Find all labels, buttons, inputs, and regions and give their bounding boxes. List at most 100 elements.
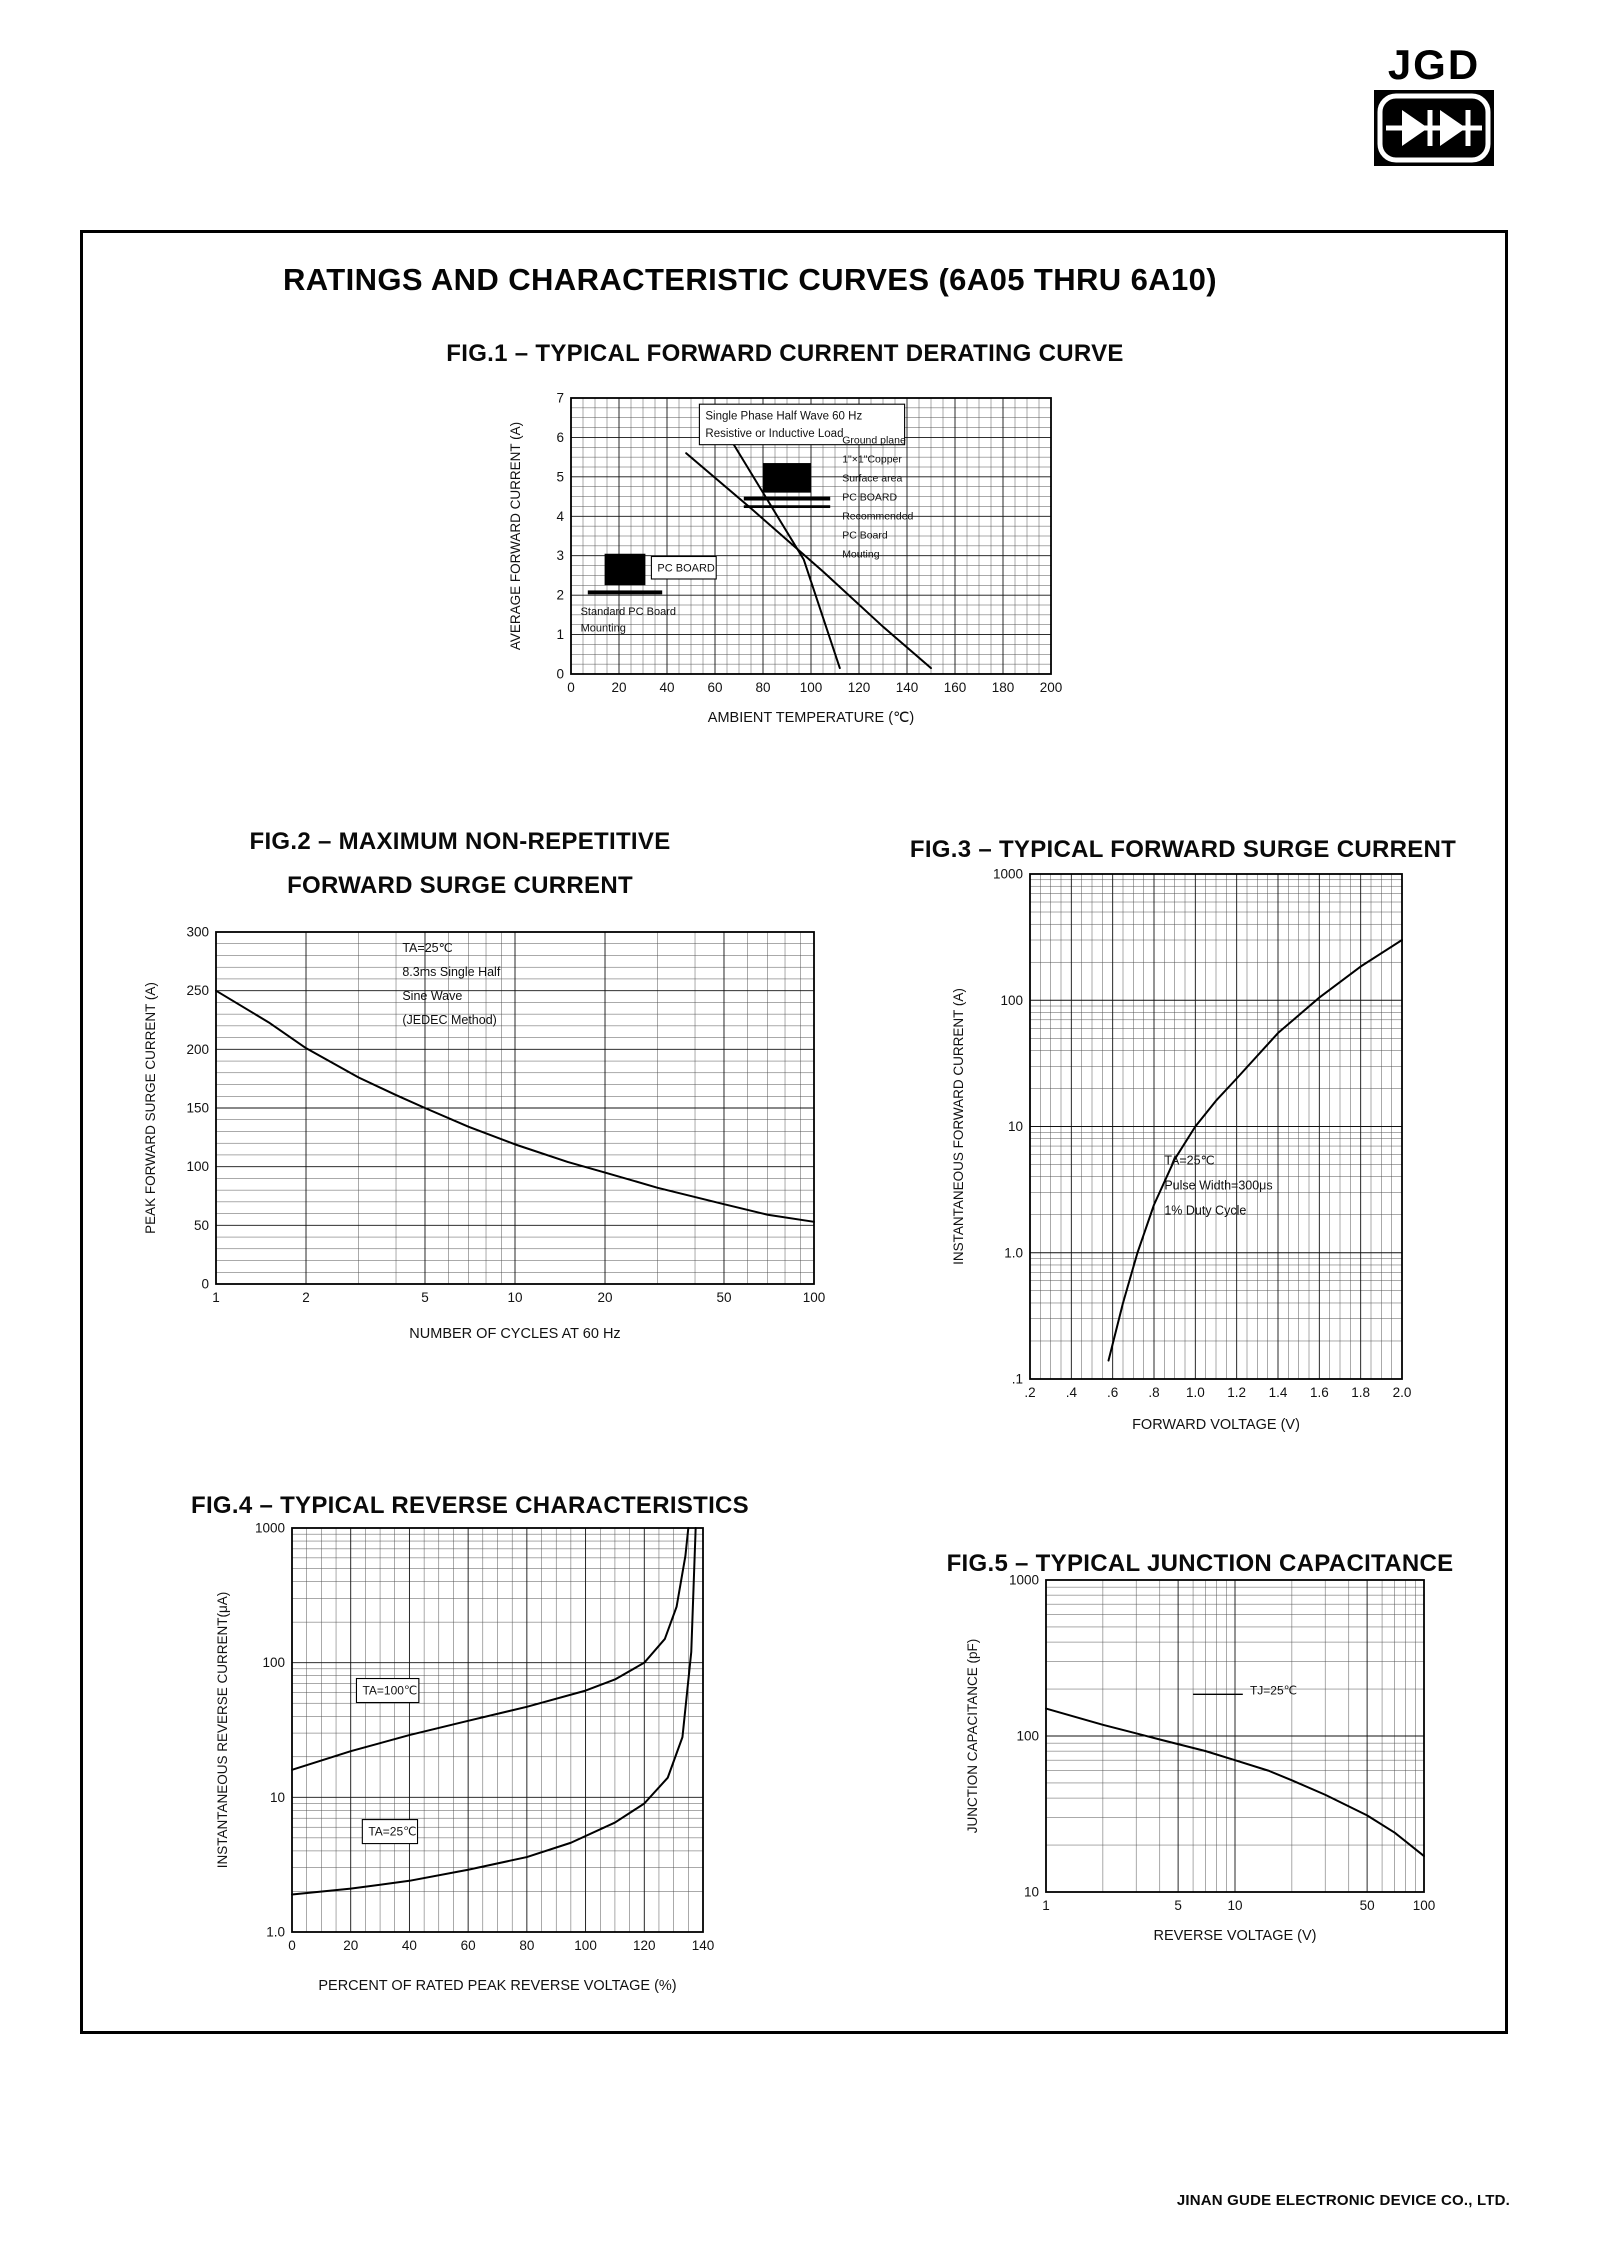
svg-text:INSTANTANEOUS FORWARD CURRENT: INSTANTANEOUS FORWARD CURRENT (A): [951, 988, 966, 1265]
svg-text:1.0: 1.0: [1004, 1245, 1023, 1260]
svg-text:10: 10: [1024, 1885, 1039, 1900]
svg-text:140: 140: [692, 1938, 715, 1953]
svg-text:TA=25℃: TA=25℃: [368, 1825, 416, 1839]
svg-text:PC BOARD: PC BOARD: [842, 491, 897, 503]
svg-text:Mounting: Mounting: [581, 622, 626, 634]
svg-text:5: 5: [556, 469, 564, 484]
svg-text:PC Board: PC Board: [842, 529, 888, 541]
svg-text:1: 1: [212, 1290, 220, 1305]
svg-text:TA=25℃: TA=25℃: [1164, 1154, 1214, 1168]
fig3-caption: FIG.3 – TYPICAL FORWARD SURGE CURRENT: [909, 836, 1457, 863]
fig5-caption: FIG.5 – TYPICAL JUNCTION CAPACITANCE: [946, 1550, 1454, 1577]
svg-text:4: 4: [556, 509, 564, 524]
svg-text:2.0: 2.0: [1393, 1385, 1412, 1400]
fig5-chart: 1 5 10 50 100 10 100 1000 REVERSE VOLTAGE (V) JUN…: [962, 1568, 1442, 1953]
svg-text:100: 100: [186, 1159, 209, 1174]
svg-text:INSTANTANEOUS REVERSE CURRENT(: INSTANTANEOUS REVERSE CURRENT(μA): [215, 1592, 230, 1869]
svg-text:FORWARD VOLTAGE (V): FORWARD VOLTAGE (V): [1132, 1417, 1300, 1433]
svg-text:.4: .4: [1066, 1385, 1078, 1400]
svg-text:150: 150: [186, 1101, 209, 1116]
svg-text:40: 40: [659, 680, 674, 695]
svg-text:20: 20: [611, 680, 626, 695]
svg-text:120: 120: [633, 1938, 656, 1953]
svg-text:1"×1"Copper: 1"×1"Copper: [842, 453, 902, 465]
fig3-chart: .2 .4 .6 .8 1.0 1.2 1.4 1.6 1.8 2.0 .1 1.0 10 100 1000…: [948, 862, 1418, 1442]
svg-text:1: 1: [556, 627, 564, 642]
svg-text:1% Duty Cycle: 1% Duty Cycle: [1164, 1204, 1246, 1218]
fig1-chart: 0 20 40 60 80 100 120 140 160 180 200 0 1 2 3 4 5 6 7 AMBIE…: [505, 390, 1065, 735]
svg-text:0: 0: [201, 1277, 209, 1292]
footer-company: JINAN GUDE ELECTRONIC DEVICE CO., LTD.: [1176, 2192, 1510, 2209]
svg-text:5: 5: [1174, 1898, 1182, 1913]
svg-text:10: 10: [270, 1790, 285, 1805]
logo-diode-icon: [1374, 90, 1494, 166]
svg-text:Sine Wave: Sine Wave: [402, 989, 462, 1003]
svg-text:1000: 1000: [993, 867, 1023, 882]
fig4-caption: FIG.4 – TYPICAL REVERSE CHARACTERISTICS: [190, 1492, 749, 1519]
svg-text:100: 100: [800, 680, 823, 695]
svg-text:Mouting: Mouting: [842, 548, 880, 560]
svg-text:JUNCTION CAPACITANCE (pF): JUNCTION CAPACITANCE (pF): [965, 1639, 980, 1834]
svg-text:0: 0: [567, 680, 575, 695]
svg-text:Surface area: Surface area: [842, 472, 902, 484]
svg-text:.1: .1: [1012, 1372, 1023, 1387]
svg-text:60: 60: [461, 1938, 476, 1953]
svg-text:.8: .8: [1148, 1385, 1159, 1400]
svg-text:Ground plane: Ground plane: [842, 434, 906, 446]
fig2-caption-line2: FORWARD SURGE CURRENT: [287, 872, 633, 899]
fig2-chart: 1 2 5 10 20 50 100 0 50 100 150 200 250 300 NUMBER OF …: [140, 918, 830, 1351]
svg-text:2: 2: [556, 588, 564, 603]
content-frame: [80, 230, 1508, 2034]
fig1-caption: FIG.1 – TYPICAL FORWARD CURRENT DERATING…: [446, 340, 1124, 367]
svg-text:300: 300: [186, 925, 209, 940]
svg-text:100: 100: [574, 1938, 597, 1953]
svg-text:2: 2: [302, 1290, 310, 1305]
svg-text:0: 0: [288, 1938, 296, 1953]
svg-text:10: 10: [1008, 1119, 1023, 1134]
svg-text:1.4: 1.4: [1269, 1385, 1288, 1400]
svg-text:10: 10: [507, 1290, 522, 1305]
svg-text:Pulse Width=300μs: Pulse Width=300μs: [1164, 1179, 1272, 1193]
svg-text:REVERSE VOLTAGE (V): REVERSE VOLTAGE (V): [1153, 1928, 1316, 1944]
svg-text:0: 0: [556, 667, 564, 682]
svg-text:20: 20: [597, 1290, 612, 1305]
svg-text:NUMBER OF CYCLES AT 60 Hz: NUMBER OF CYCLES AT 60 Hz: [409, 1326, 620, 1342]
svg-text:80: 80: [519, 1938, 534, 1953]
page-title: RATINGS AND CHARACTERISTIC CURVES (6A05 …: [283, 262, 1218, 297]
svg-text:Recommended: Recommended: [842, 510, 913, 522]
svg-text:50: 50: [194, 1218, 209, 1233]
svg-text:20: 20: [343, 1938, 358, 1953]
svg-text:1.6: 1.6: [1310, 1385, 1329, 1400]
svg-text:1000: 1000: [1009, 1573, 1039, 1588]
svg-text:160: 160: [944, 680, 967, 695]
svg-text:TJ=25℃: TJ=25℃: [1250, 1683, 1297, 1697]
svg-text:.6: .6: [1107, 1385, 1118, 1400]
svg-text:PEAK FORWARD SURGE CURRENT (A): PEAK FORWARD SURGE CURRENT (A): [143, 982, 158, 1234]
logo-text: JGD: [1387, 41, 1481, 88]
svg-text:100: 100: [803, 1290, 826, 1305]
svg-text:TA=100℃: TA=100℃: [362, 1684, 417, 1698]
svg-text:Resistive or Inductive Load: Resistive or Inductive Load: [705, 428, 843, 440]
svg-text:1.8: 1.8: [1351, 1385, 1370, 1400]
svg-text:80: 80: [755, 680, 770, 695]
svg-text:140: 140: [896, 680, 919, 695]
svg-text:AMBIENT TEMPERATURE (℃): AMBIENT TEMPERATURE (℃): [708, 710, 914, 726]
logo: JGD: [1368, 44, 1500, 166]
svg-text:PERCENT OF RATED PEAK REVERSE: PERCENT OF RATED PEAK REVERSE VOLTAGE (%…: [318, 1978, 676, 1994]
svg-text:60: 60: [707, 680, 722, 695]
svg-text:100: 100: [1016, 1729, 1039, 1744]
svg-text:3: 3: [556, 548, 564, 563]
fig4-chart: 0 20 40 60 80 100 120 140 1.0 10 100 1000 PERCENT OF…: [212, 1518, 717, 2003]
svg-text:Single Phase Half Wave 60 Hz: Single Phase Half Wave 60 Hz: [705, 411, 862, 423]
svg-text:200: 200: [186, 1042, 209, 1057]
svg-text:AVERAGE FORWARD CURRENT (A): AVERAGE FORWARD CURRENT (A): [508, 422, 523, 650]
svg-text:7: 7: [556, 391, 564, 406]
svg-text:250: 250: [186, 983, 209, 998]
svg-text:1.0: 1.0: [266, 1925, 285, 1940]
svg-text:5: 5: [421, 1290, 429, 1305]
svg-text:10: 10: [1227, 1898, 1242, 1913]
fig2-caption-line1: FIG.2 – MAXIMUM NON-REPETITIVE: [249, 828, 671, 855]
svg-text:1.2: 1.2: [1227, 1385, 1246, 1400]
svg-text:50: 50: [716, 1290, 731, 1305]
